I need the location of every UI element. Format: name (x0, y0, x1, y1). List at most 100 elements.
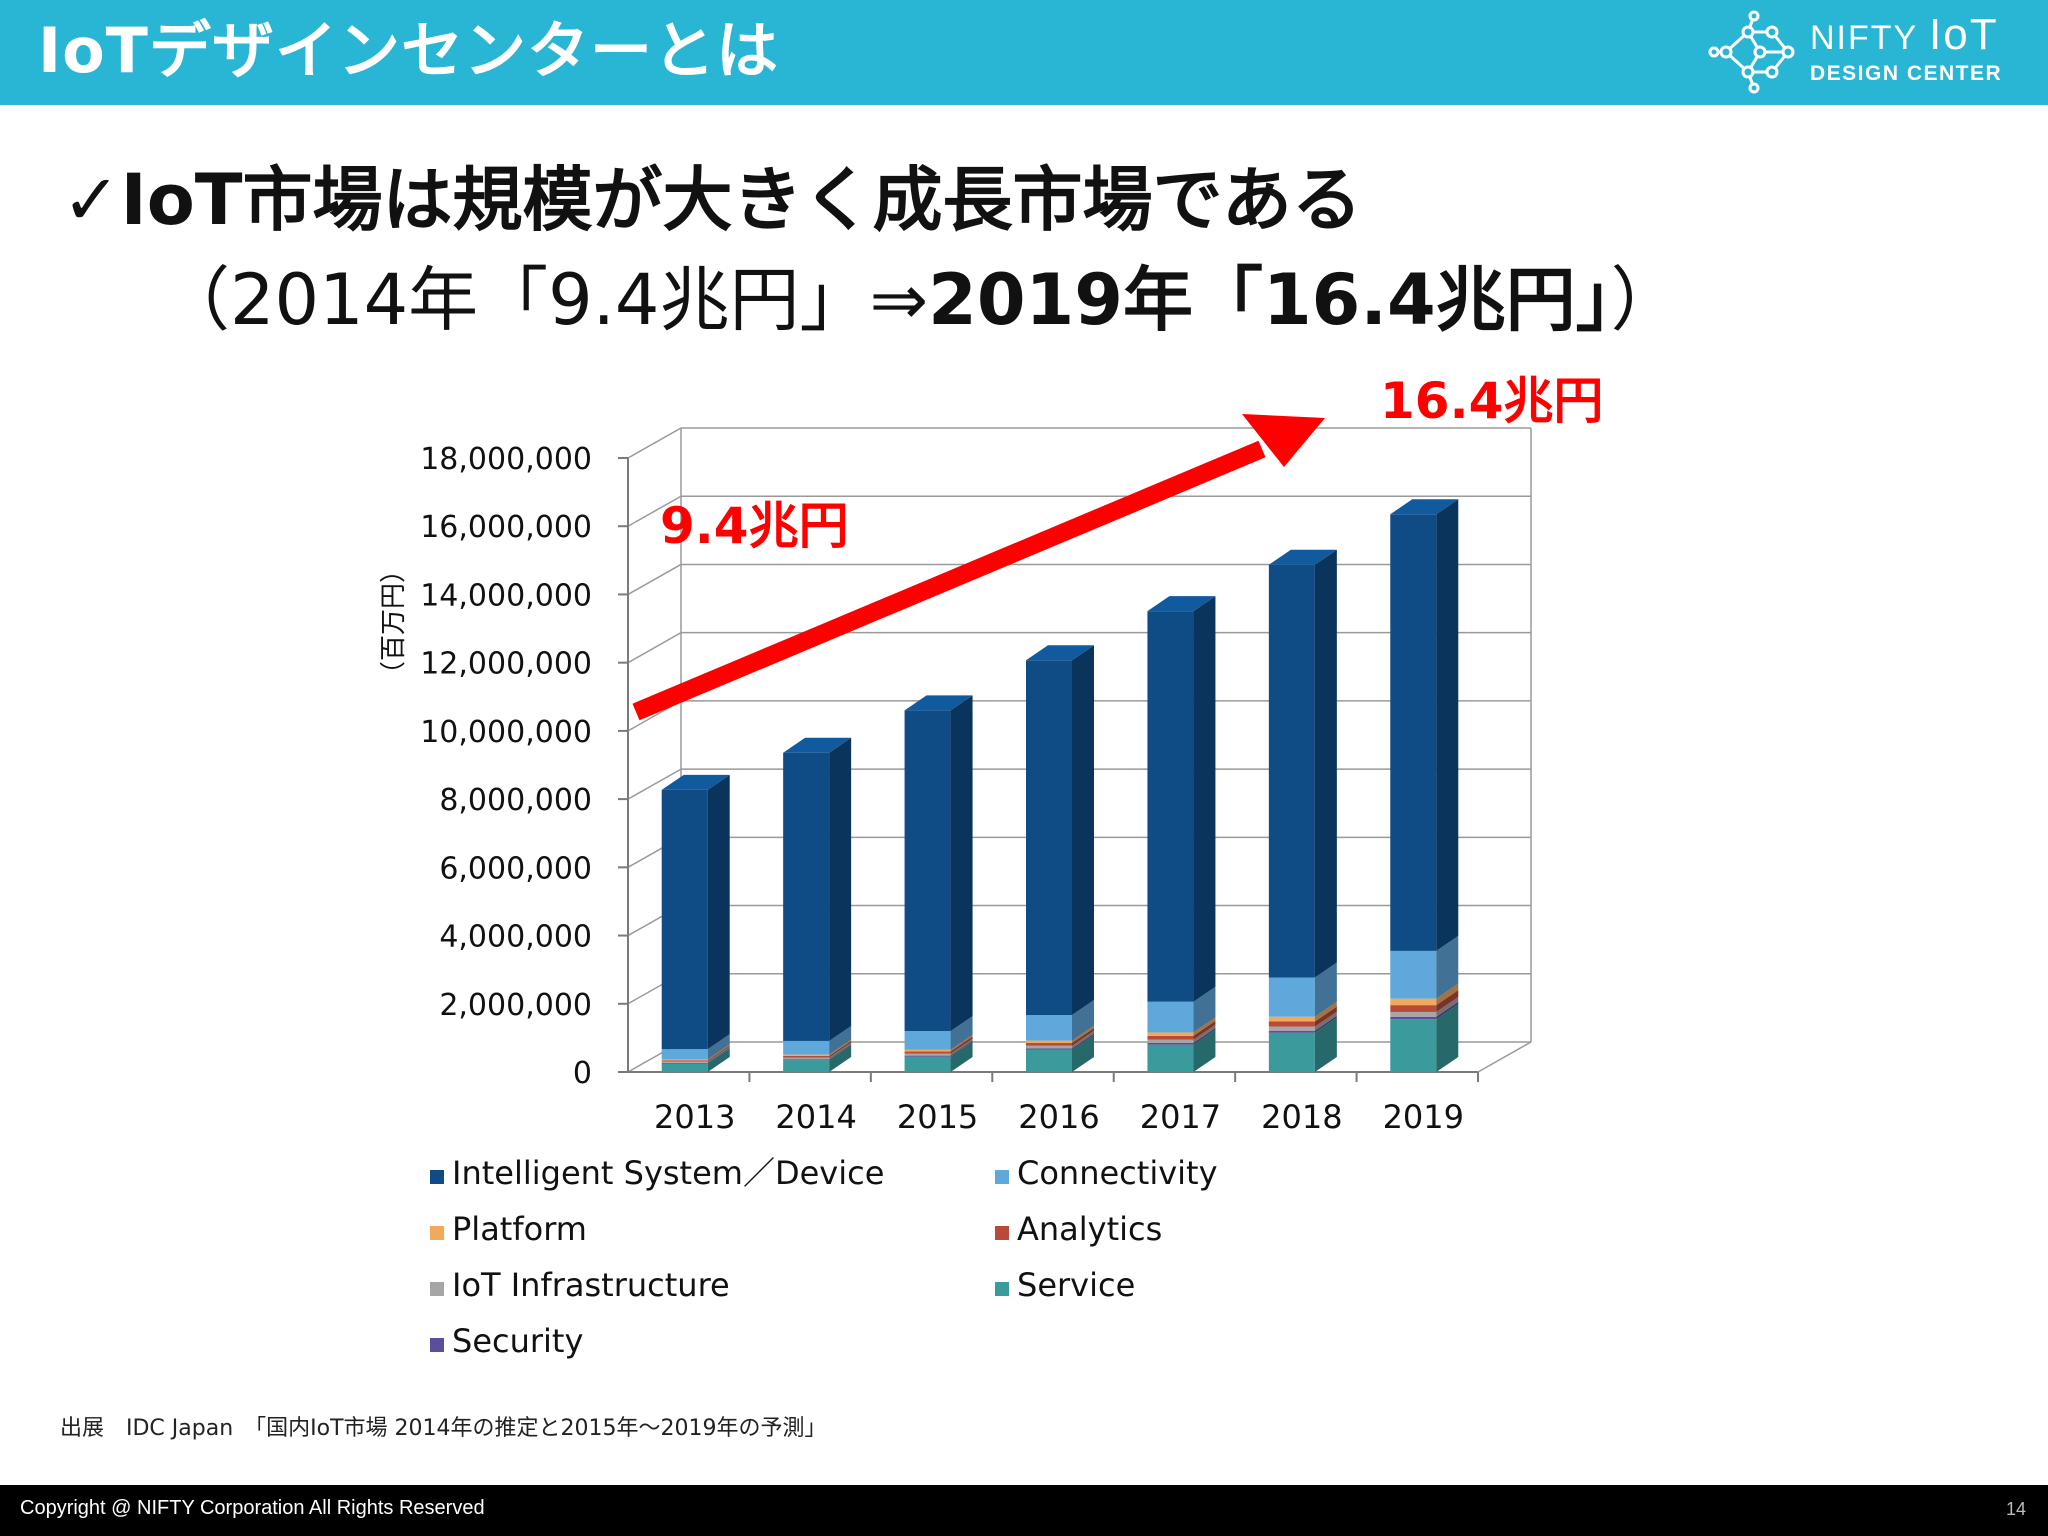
y-tick-label: 6,000,000 (439, 851, 592, 886)
legend-swatch (430, 1282, 444, 1296)
legend-swatch (995, 1170, 1009, 1184)
bar-segment (1390, 950, 1437, 999)
logo-subtitle: DESIGN CENTER (1810, 62, 2003, 85)
bar-segment (1268, 1026, 1315, 1031)
bar-segment-side (1314, 1015, 1337, 1033)
network-nodes-icon (1708, 10, 1795, 94)
bar-top (904, 695, 973, 711)
gridlines (627, 427, 1531, 1073)
gridline-side (627, 632, 682, 664)
bar-segment (783, 752, 830, 1041)
x-tick-label: 2015 (897, 1098, 978, 1136)
legend-label: Analytics (1017, 1210, 1162, 1248)
y-axis-label: （百万円） (379, 557, 409, 687)
gridline-side (627, 427, 682, 459)
bar-segment (904, 1056, 951, 1072)
bar-segment (1147, 1001, 1194, 1033)
bar-segment-side (1436, 990, 1459, 1012)
x-tick-label: 2013 (654, 1098, 735, 1136)
bar-segment-side (1436, 1004, 1459, 1072)
bar-segment-side (1314, 962, 1337, 1017)
page-title: IoTデザインセンターとは (38, 14, 779, 87)
gridline-side (627, 768, 682, 800)
bar-segment (1026, 1045, 1072, 1049)
y-tick-label: 14,000,000 (420, 578, 592, 613)
bar-segment (1390, 514, 1437, 951)
bar-segment (904, 1053, 951, 1056)
bar-segment-side (1436, 499, 1459, 951)
bar-segment (661, 1061, 708, 1063)
subline-close: ） (1610, 259, 1681, 341)
annotation-start-label: 9.4兆円 (660, 497, 849, 555)
logo-nifty-text: NIFTY (1810, 19, 1930, 57)
bar-segment-side (829, 1044, 852, 1061)
bar-segment-side (1072, 1033, 1094, 1050)
bar-segment (783, 1060, 830, 1072)
bar-segment (783, 1055, 830, 1058)
bar-segment (783, 1059, 830, 1061)
bar-2013 (661, 774, 730, 1072)
logo-wordmark: NIFTY IoT (1810, 12, 1999, 61)
growth-arrow-shaft (632, 440, 1266, 721)
bar-segment (661, 1059, 708, 1061)
bar-segment-side (1314, 1017, 1337, 1072)
bar-segment-side (1314, 1006, 1337, 1027)
bar-segment-side (1193, 1024, 1216, 1044)
bar-segment-side (1436, 935, 1459, 999)
bar-segment-side (829, 1025, 852, 1055)
bar-segment-side (1436, 983, 1459, 1006)
bar-segment-side (1072, 1028, 1094, 1046)
bar-segment (1268, 564, 1315, 978)
bar-segment-side (829, 1039, 852, 1056)
legend-label: Intelligent System／Device (452, 1154, 884, 1192)
bar-segment-side (1072, 1034, 1094, 1072)
bar-segment-side (707, 1034, 730, 1060)
bar-segment (783, 1054, 830, 1056)
bar-segment-side (707, 1044, 730, 1061)
bar-segment-side (829, 1042, 852, 1060)
bar-top (783, 737, 852, 753)
y-tick-label: 2,000,000 (439, 988, 592, 1023)
bar-segment-side (707, 774, 730, 1050)
bar-segment-side (950, 1036, 973, 1054)
bar-top (1390, 499, 1459, 515)
bar-segment-side (1436, 1001, 1459, 1020)
bar-segment (1268, 977, 1315, 1017)
bar-segment (1268, 1030, 1315, 1033)
bar-segment-side (1193, 1020, 1216, 1040)
legend-swatch (430, 1226, 444, 1240)
subline-bold: 2019年「16.4兆円」 (928, 259, 1611, 341)
gridline-side (627, 495, 682, 527)
subline: （2014年「9.4兆円」⇒2019年「16.4兆円」） (160, 255, 1681, 345)
bar-segment-side (1072, 1000, 1094, 1041)
legend-label: Security (452, 1322, 583, 1360)
bar-segment-side (1193, 1029, 1216, 1072)
bar-2015 (904, 695, 973, 1072)
bar-2014 (783, 737, 852, 1072)
y-tick-label: 4,000,000 (439, 920, 592, 955)
subline-normal: （2014年「9.4兆円」⇒ (160, 259, 929, 341)
bar-segment-side (707, 1046, 730, 1063)
y-tick-label: 8,000,000 (439, 783, 592, 818)
bar-segment (1390, 1005, 1437, 1012)
bar-top (661, 774, 730, 790)
logo-iot-text: IoT (1929, 10, 1999, 59)
bar-segment-side (1193, 596, 1216, 1002)
bar-segment-side (707, 1048, 730, 1072)
bar-segment-side (950, 695, 973, 1032)
bar-segment-side (1193, 1017, 1216, 1036)
bar-segment (1390, 998, 1437, 1006)
legend-label: Service (1017, 1266, 1135, 1304)
copyright-text: Copyright @ NIFTY Corporation All Rights… (20, 1497, 485, 1519)
growth-arrow-head (1242, 414, 1325, 467)
bar-segment (904, 1031, 951, 1050)
bar-segment (904, 1051, 951, 1054)
bar-segment-side (1314, 1011, 1337, 1031)
nifty-iot-logo: NIFTY IoT DESIGN CENTER (1706, 10, 2036, 95)
legend: Intelligent System／Device Connectivity Pla… (430, 1154, 1218, 1360)
bar-segment (661, 1049, 708, 1060)
bar-segment (1147, 1039, 1194, 1044)
bar-segment (1147, 1043, 1194, 1045)
bar-segment-side (1314, 1001, 1337, 1022)
page-number: 14 (2005, 1499, 2026, 1519)
